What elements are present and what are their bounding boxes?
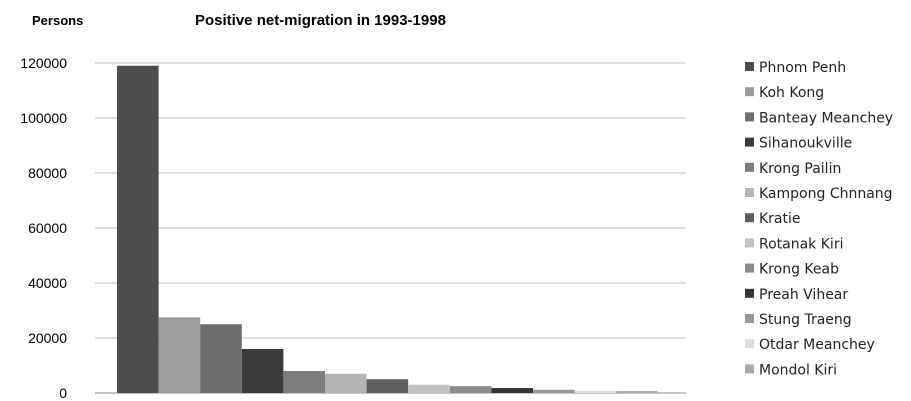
- legend-swatch: [745, 238, 754, 248]
- legend-item: Krong Pailin: [745, 161, 841, 177]
- legend-label: Phnom Penh: [759, 60, 846, 76]
- legend-swatch: [745, 314, 754, 323]
- legend-label: Kratie: [759, 211, 801, 227]
- legend-item: Banteay Meanchey: [745, 110, 893, 126]
- bar-rotanak-kiri: [408, 384, 450, 393]
- legend-label: Preah Vihear: [759, 287, 848, 303]
- legend-swatch: [745, 213, 754, 223]
- legend-label: Krong Pailin: [759, 161, 841, 177]
- legend-item: Mondol Kiri: [745, 362, 837, 378]
- bar-krong-pailin: [283, 371, 325, 393]
- legend-swatch: [745, 339, 754, 349]
- legend-item: Rotanak Kiri: [745, 236, 843, 252]
- y-axis-label: Persons: [32, 13, 83, 28]
- legend-swatch: [745, 62, 754, 71]
- legend-label: Kampong Chnnang: [759, 186, 893, 202]
- legend-label: Sihanoukville: [759, 136, 852, 152]
- legend-item: Stung Traeng: [745, 312, 852, 328]
- legend-label: Rotanak Kiri: [759, 236, 843, 252]
- y-tick-label: 0: [59, 385, 67, 401]
- bar-preah-vihear: [491, 388, 533, 393]
- y-tick-label: 60000: [28, 220, 67, 236]
- bar-phnom-penh: [117, 65, 159, 393]
- legend-swatch: [745, 87, 754, 97]
- legend-label: Mondol Kiri: [759, 362, 837, 378]
- legend-item: Preah Vihear: [745, 287, 848, 303]
- legend-label: Krong Keab: [759, 262, 839, 278]
- bar-kampong-chnnang: [325, 373, 367, 393]
- legend-item: Phnom Penh: [745, 60, 846, 76]
- y-tick-label: 120000: [20, 55, 67, 71]
- y-tick-label: 80000: [28, 165, 67, 181]
- bar-mondol-kiri: [616, 391, 658, 393]
- legend-item: Otdar Meanchey: [745, 337, 875, 353]
- legend-item: Sihanoukville: [745, 136, 852, 152]
- legend-swatch: [745, 188, 754, 197]
- chart-title: Positive net-migration in 1993-1998: [195, 12, 446, 29]
- legend-swatch: [745, 112, 754, 122]
- legend-item: Krong Keab: [745, 262, 839, 278]
- bar-banteay-meanchey: [200, 324, 242, 393]
- legend-item: Kampong Chnnang: [745, 186, 893, 202]
- legend-swatch: [745, 364, 754, 374]
- legend-label: Banteay Meanchey: [759, 110, 893, 126]
- y-tick-label: 20000: [28, 330, 67, 346]
- y-tick-label: 100000: [20, 110, 67, 126]
- bar-koh-kong: [158, 317, 201, 393]
- bar-otdar-meanchey: [574, 390, 617, 393]
- legend-swatch: [745, 263, 754, 273]
- y-tick-label: 40000: [28, 275, 67, 291]
- bar-kratie: [366, 379, 409, 393]
- legend-label: Otdar Meanchey: [759, 337, 875, 353]
- bar-stung-traeng: [533, 389, 575, 393]
- legend-item: Kratie: [745, 211, 801, 227]
- bar-sihanoukville: [241, 349, 284, 393]
- legend-label: Koh Kong: [759, 85, 824, 101]
- legend: Phnom Penh Koh Kong Banteay Meanchey Sihano…: [745, 60, 893, 378]
- y-axis-ticks: 0 20000 40000 60000 80000 100000 120000: [20, 55, 67, 401]
- legend-swatch: [745, 137, 754, 147]
- legend-item: Koh Kong: [745, 85, 824, 101]
- legend-swatch: [745, 288, 754, 298]
- legend-swatch: [745, 162, 754, 172]
- legend-label: Stung Traeng: [759, 312, 852, 328]
- bars: [117, 65, 658, 393]
- bar-krong-keab: [449, 386, 492, 393]
